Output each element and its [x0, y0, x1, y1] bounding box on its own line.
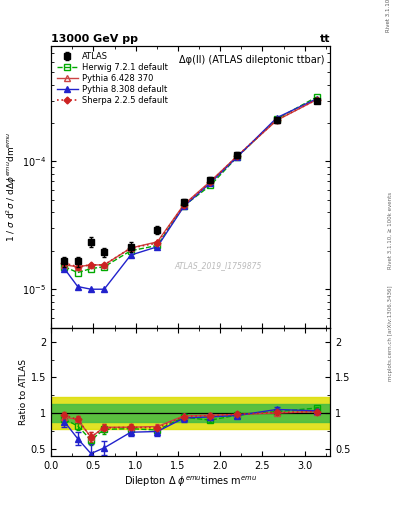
Pythia 6.428 370 [274, 117, 279, 123]
Sherpa 2.2.5 default [62, 260, 67, 266]
Text: 13000 GeV pp: 13000 GeV pp [51, 33, 138, 44]
Bar [51, 397, 330, 429]
Herwig 7.2.1 default [102, 264, 107, 270]
X-axis label: Dilepton $\Delta$ $\phi^{emu}$times m$^{emu}$: Dilepton $\Delta$ $\phi^{emu}$times m$^{… [124, 475, 257, 489]
Text: mcplots.cern.ch [arXiv:1306.3436]: mcplots.cern.ch [arXiv:1306.3436] [387, 285, 393, 380]
Herwig 7.2.1 default [155, 242, 160, 248]
Line: Sherpa 2.2.5 default: Sherpa 2.2.5 default [62, 97, 319, 269]
Line: Pythia 6.428 370: Pythia 6.428 370 [61, 96, 320, 270]
Pythia 6.428 370 [235, 153, 239, 159]
Sherpa 2.2.5 default [274, 117, 279, 123]
Sherpa 2.2.5 default [129, 245, 133, 251]
Herwig 7.2.1 default [208, 182, 213, 188]
Text: ATLAS_2019_I1759875: ATLAS_2019_I1759875 [175, 261, 262, 270]
Sherpa 2.2.5 default [314, 97, 319, 103]
Herwig 7.2.1 default [62, 264, 67, 270]
Y-axis label: 1 / $\sigma$ d$^2\sigma$ / d$\Delta\phi^{emu}$dm$^{emu}$: 1 / $\sigma$ d$^2\sigma$ / d$\Delta\phi^… [5, 132, 19, 242]
Y-axis label: Ratio to ATLAS: Ratio to ATLAS [19, 359, 28, 424]
Herwig 7.2.1 default [235, 154, 239, 160]
Pythia 6.428 370 [129, 245, 133, 251]
Pythia 8.308 default [274, 115, 279, 121]
Line: Pythia 8.308 default: Pythia 8.308 default [61, 96, 320, 292]
Sherpa 2.2.5 default [235, 153, 239, 159]
Pythia 8.308 default [62, 266, 67, 272]
Pythia 8.308 default [75, 284, 80, 290]
Pythia 6.428 370 [75, 264, 80, 270]
Pythia 6.428 370 [208, 178, 213, 184]
Pythia 6.428 370 [62, 262, 67, 268]
Pythia 8.308 default [129, 252, 133, 258]
Pythia 8.308 default [314, 96, 319, 102]
Text: tt: tt [320, 33, 330, 44]
Text: Rivet 3.1.10, ≥ 100k events: Rivet 3.1.10, ≥ 100k events [387, 192, 393, 269]
Herwig 7.2.1 default [314, 94, 319, 100]
Herwig 7.2.1 default [88, 266, 93, 272]
Pythia 8.308 default [102, 286, 107, 292]
Text: Δφ(ll) (ATLAS dileptonic ttbar): Δφ(ll) (ATLAS dileptonic ttbar) [179, 55, 325, 65]
Pythia 6.428 370 [102, 262, 107, 268]
Pythia 6.428 370 [155, 239, 160, 245]
Bar [51, 404, 330, 421]
Herwig 7.2.1 default [75, 269, 80, 275]
Pythia 6.428 370 [182, 202, 186, 208]
Pythia 8.308 default [235, 154, 239, 160]
Pythia 6.428 370 [314, 97, 319, 103]
Line: Herwig 7.2.1 default: Herwig 7.2.1 default [61, 94, 320, 275]
Pythia 8.308 default [182, 203, 186, 209]
Herwig 7.2.1 default [129, 248, 133, 254]
Herwig 7.2.1 default [274, 116, 279, 122]
Sherpa 2.2.5 default [155, 240, 160, 246]
Sherpa 2.2.5 default [102, 262, 107, 268]
Text: Rivet 3.1.10, ≥ 100k events: Rivet 3.1.10, ≥ 100k events [386, 0, 391, 32]
Sherpa 2.2.5 default [75, 264, 80, 270]
Sherpa 2.2.5 default [182, 202, 186, 208]
Herwig 7.2.1 default [182, 203, 186, 209]
Pythia 8.308 default [208, 180, 213, 186]
Pythia 8.308 default [155, 244, 160, 250]
Sherpa 2.2.5 default [88, 262, 93, 268]
Pythia 6.428 370 [88, 262, 93, 268]
Sherpa 2.2.5 default [208, 179, 213, 185]
Pythia 8.308 default [88, 286, 93, 292]
Legend: ATLAS, Herwig 7.2.1 default, Pythia 6.428 370, Pythia 8.308 default, Sherpa 2.2.: ATLAS, Herwig 7.2.1 default, Pythia 6.42… [55, 50, 169, 107]
